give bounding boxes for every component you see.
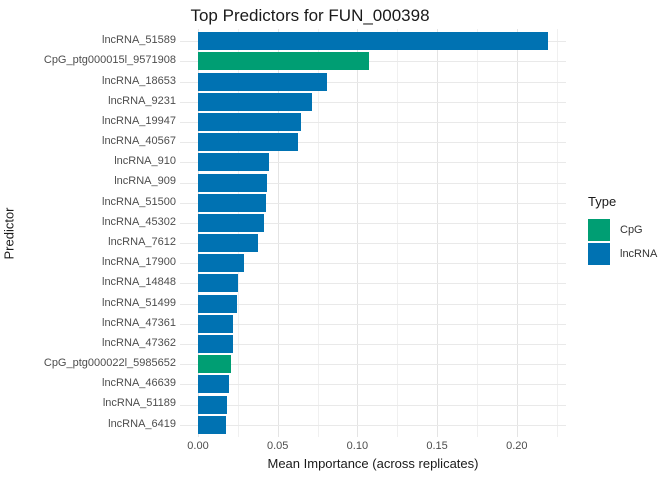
gridline-y (180, 182, 566, 184)
y-axis-label: lncRNA_51589 (102, 34, 176, 47)
gridline-y (180, 384, 566, 386)
gridline-y (180, 323, 566, 325)
bar (198, 314, 234, 333)
bar (198, 72, 327, 91)
gridline-y (180, 283, 566, 285)
bar (198, 274, 238, 293)
gridline-y (180, 263, 566, 265)
bar (198, 32, 549, 51)
bar (198, 173, 267, 192)
gridline-y (180, 101, 566, 103)
gridline-y (180, 222, 566, 224)
legend-entries: CpG lncRNA (588, 219, 657, 265)
gridline-x-minor (317, 29, 319, 437)
gridline-y (180, 162, 566, 164)
y-axis-label: lncRNA_909 (114, 175, 176, 188)
y-axis-label: lncRNA_7612 (108, 236, 176, 248)
bar (198, 415, 226, 434)
y-axis-label: lncRNA_14848 (102, 276, 176, 289)
legend-label: lncRNA (620, 248, 658, 260)
gridline-x-major (357, 29, 359, 437)
bar (198, 375, 229, 394)
gridline-y (180, 343, 566, 345)
y-axis-label: lncRNA_19947 (102, 114, 176, 127)
gridline-x-minor (397, 29, 399, 437)
gridline-x-minor (237, 29, 239, 437)
x-axis-tick-label: 0.05 (266, 440, 289, 452)
bar (198, 113, 301, 131)
x-axis-tick-label: 0.10 (346, 440, 369, 452)
gridline-x-major (516, 29, 518, 437)
y-axis-label: lncRNA_47361 (102, 316, 176, 329)
y-axis-label: lncRNA_6419 (108, 417, 176, 430)
y-axis-label: lncRNA_17900 (102, 256, 176, 269)
bar (198, 52, 370, 71)
gridline-y (180, 81, 566, 83)
legend-entry: lncRNA (588, 243, 657, 265)
gridline-y (180, 424, 566, 426)
y-axis-label: lncRNA_47362 (102, 336, 176, 349)
x-axis-title: Mean Importance (across replicates) (267, 456, 479, 471)
bar (198, 254, 245, 273)
y-axis-label: lncRNA_51500 (102, 195, 176, 208)
legend-swatch-cpg (588, 219, 610, 241)
bar (198, 153, 269, 172)
gridline-x-major (437, 29, 439, 437)
gridline-y (180, 243, 566, 245)
gridline-y (180, 202, 566, 204)
bar (198, 234, 258, 253)
legend-label: CpG (620, 224, 643, 236)
legend-title: Type (588, 194, 617, 209)
legend-swatch-lncrna (588, 243, 610, 265)
gridline-y (180, 404, 566, 406)
y-axis-label: lncRNA_45302 (102, 215, 176, 228)
legend-entry: CpG (588, 219, 643, 241)
gridline-y (180, 303, 566, 305)
x-axis-tick-label: 0.00 (187, 440, 209, 452)
x-axis-tick-label: 0.20 (506, 440, 528, 452)
gridline-y (180, 61, 566, 63)
bar (198, 395, 227, 414)
y-axis-label: lncRNA_40567 (102, 135, 176, 148)
plot-panel (180, 29, 566, 437)
y-axis-label: lncRNA_910 (114, 155, 176, 168)
y-axis-label: CpG_ptg000015l_9571908 (43, 54, 176, 67)
gridline-y (180, 122, 566, 123)
chart-title: Top Predictors for FUN_000398 (190, 6, 430, 25)
bar (198, 334, 233, 353)
y-axis-label: lncRNA_18653 (102, 74, 176, 87)
bar (198, 92, 312, 111)
gridline-x-minor (476, 29, 478, 437)
bar (198, 294, 238, 313)
bar (198, 133, 299, 152)
y-axis-label: lncRNA_51499 (102, 296, 176, 309)
y-axis-label: lncRNA_46639 (102, 377, 176, 390)
y-axis-label: CpG_ptg000022l_5985652 (43, 357, 176, 370)
x-axis-tick-label: 0.15 (426, 440, 448, 452)
y-axis-label: lncRNA_51189 (102, 397, 176, 410)
bar (198, 355, 231, 374)
bar (198, 193, 267, 212)
gridline-x-major (277, 29, 279, 437)
bar (198, 213, 264, 232)
gridline-x-minor (556, 29, 558, 437)
gridline-x-major (198, 29, 199, 437)
legend: Type CpG lncRNA (588, 194, 657, 267)
y-axis-label: lncRNA_9231 (108, 94, 176, 107)
gridline-y (180, 364, 566, 366)
gridline-y (180, 142, 566, 144)
